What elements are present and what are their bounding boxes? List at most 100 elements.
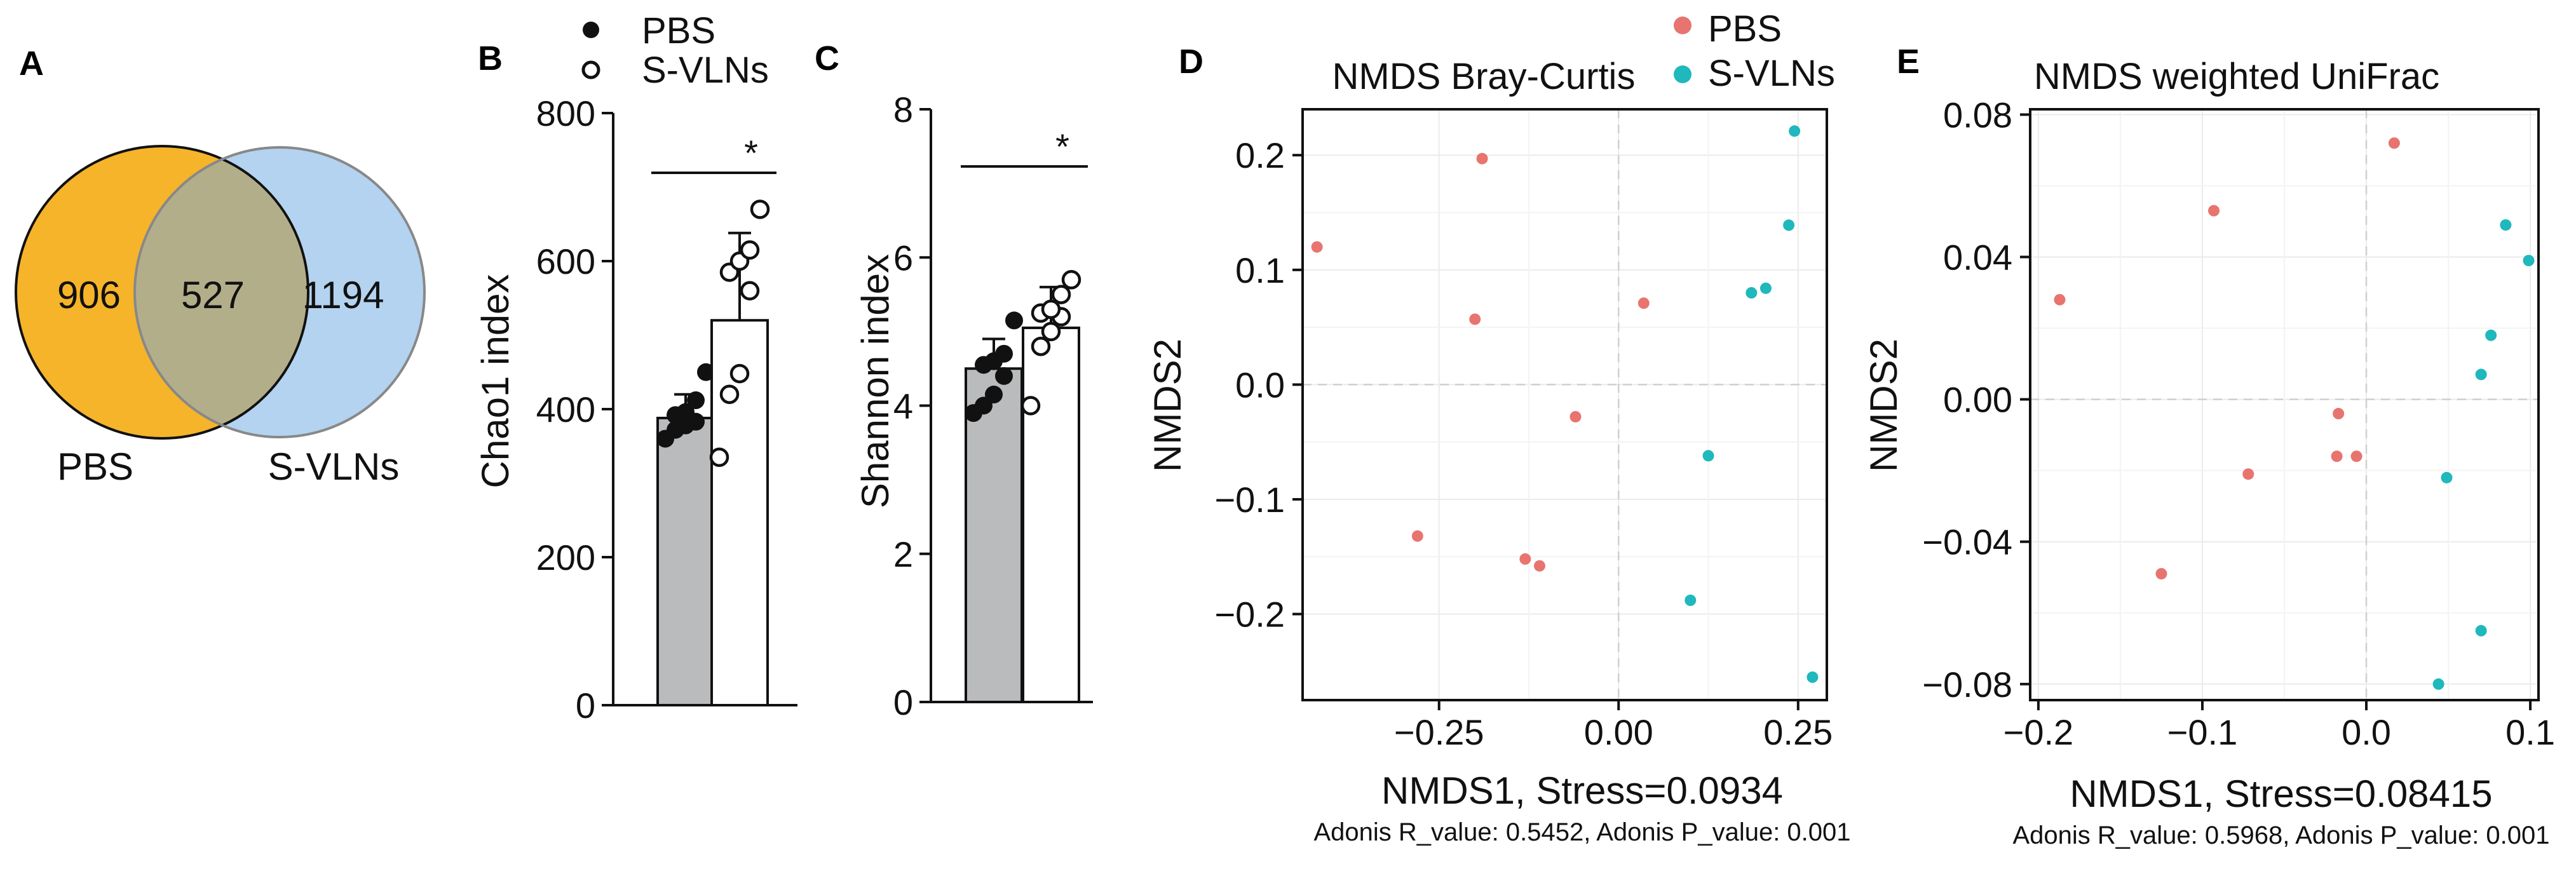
nmds-unifrac-adonis-note: Adonis R_value: 0.5968, Adonis P_value: … [2012,821,2549,849]
nmds-bray-point-svlns [1789,125,1801,137]
nmds-bray-ytick-label: 0.0 [1235,365,1285,405]
nmds-unifrac-ytick-label: 0.08 [1943,95,2012,135]
nmds-unifrac-ytick-label: −0.04 [1922,522,2012,562]
nmds-unifrac-point-pbs [2388,137,2400,149]
nmds-bray-xtick-label: 0.25 [1763,712,1833,752]
nmds-bray-point-svlns [1746,287,1758,299]
nmds-unifrac-point-pbs [2331,450,2343,463]
nmds-bray-point-svlns [1807,671,1819,683]
nmds-bray-curtis-plot: NMDS Bray-Curtis NMDS1, Stress=0.0934 NM… [1146,8,1851,846]
shannon-point-pbs [995,344,1013,363]
chao1-ytick-label: 600 [536,241,595,281]
nmds-unifrac-point-svlns [2475,368,2487,381]
nmds-bray-point-pbs [1411,530,1423,542]
nmds-bray-point-svlns [1783,219,1795,231]
chao1-bar-svlns [710,319,769,706]
venn-pbs-label: PBS [57,445,133,488]
chao1-significance-star: * [744,133,758,173]
chao1-bar-chart: Chao1 index 0 200 400 600 800 * [474,93,797,726]
legend-nmds-svlns-label: S-VLNs [1708,53,1835,94]
venn-diagram: 906 527 1194 PBS S-VLNs [15,145,426,488]
nmds-unifrac-point-pbs [2054,294,2066,306]
shannon-point-svlns [1031,336,1051,356]
panel-label-e: E [1897,43,1920,81]
legend-svlns-marker [581,60,600,79]
venn-svlns-outline [133,146,426,438]
shannon-bar-chart: Shannon index 0 2 4 6 8 * [854,90,1093,722]
shannon-point-svlns [1051,285,1071,304]
nmds-bray-point-pbs [1519,553,1531,565]
nmds-bray-point-pbs [1533,560,1545,572]
nmds-bray-xtick-label: −0.25 [1394,712,1484,752]
legend-pbs-label: PBS [642,10,715,51]
shannon-point-pbs [985,386,1003,404]
nmds-unifrac-point-svlns [2523,255,2535,267]
nmds-bray-adonis-note: Adonis R_value: 0.5452, Adonis P_value: … [1313,818,1850,846]
nmds-unifrac-title: NMDS weighted UniFrac [2034,56,2439,97]
chao1-bar-pbs [656,416,715,706]
legend-nmds-pbs-marker [1674,17,1691,34]
nmds-bray-point-pbs [1476,152,1488,165]
nmds-bray-point-pbs [1311,241,1323,253]
nmds-unifrac-xtick-label: −0.1 [2167,712,2238,752]
shannon-point-svlns [1061,269,1081,290]
nmds-bray-panel-border [1301,108,1828,701]
nmds-bray-point-pbs [1469,313,1481,325]
nmds-unifrac-point-pbs [2350,450,2362,463]
chao1-point-pbs [677,403,695,421]
venn-overlap-region [135,159,308,426]
shannon-bar-svlns [1022,327,1080,703]
shannon-point-svlns [1041,299,1061,320]
chao1-ytick-label: 800 [536,93,595,133]
legend-nmds-pbs-label: PBS [1708,8,1782,50]
nmds-bray-ylabel: NMDS2 [1146,339,1189,472]
shannon-point-svlns [1020,396,1041,415]
panel-label-a: A [19,44,44,83]
chao1-point-svlns [729,363,750,384]
chao1-point-pbs [687,391,705,410]
nmds-bray-title: NMDS Bray-Curtis [1332,56,1636,97]
chao1-ytick-label: 0 [576,685,595,726]
nmds-unifrac-ytick-label: −0.08 [1922,665,2012,705]
nmds-unifrac-ylabel: NMDS2 [1862,339,1905,472]
chao1-point-svlns [719,384,740,404]
shannon-ytick-label: 6 [893,238,913,278]
nmds-bray-ytick-label: 0.2 [1235,135,1285,175]
nmds-unifrac-ytick-label: 0.00 [1943,380,2012,420]
nmds-bray-ytick-label: −0.2 [1214,595,1285,635]
panel-label-c: C [815,39,839,78]
nmds-unifrac-point-pbs [2208,205,2220,217]
legend-nmds-svlns-marker [1674,65,1691,83]
shannon-point-pbs [995,367,1013,385]
nmds-unifrac-point-svlns [2432,678,2444,690]
chao1-point-svlns [740,281,760,300]
nmds-bray-xlabel: NMDS1, Stress=0.0934 [1381,769,1783,812]
nmds-bray-point-svlns [1759,282,1772,294]
nmds-unifrac-point-svlns [2500,219,2512,231]
nmds-bray-point-svlns [1702,450,1714,462]
shannon-ytick-label: 0 [893,682,913,722]
shannon-point-pbs [1005,311,1023,330]
chao1-point-svlns [750,199,770,219]
chao1-point-svlns [709,447,729,467]
venn-svlns-label: S-VLNs [268,445,400,488]
nmds-unifrac-ytick-label: 0.04 [1943,238,2012,278]
legend-svlns-label: S-VLNs [642,50,769,91]
shannon-ylabel: Shannon index [854,254,897,508]
nmds-bray-point-svlns [1685,594,1697,606]
panel-label-b: B [478,39,503,78]
nmds-bray-ytick-label: 0.1 [1235,250,1285,290]
shannon-ytick-label: 8 [893,90,913,130]
nmds-unifrac-panel-border [2029,108,2540,701]
nmds-unifrac-point-pbs [2333,408,2345,420]
nmds-bray-point-pbs [1569,410,1582,422]
nmds-unifrac-point-pbs [2242,468,2254,480]
nmds-bray-xtick-label: 0.00 [1584,712,1653,752]
venn-pbs-outline [15,145,309,440]
nmds-unifrac-plot: NMDS weighted UniFrac NMDS1, Stress=0.08… [1862,56,2555,849]
bar-legend: PBS S-VLNs [581,10,769,91]
legend-pbs-marker [583,22,599,38]
nmds-unifrac-xtick-label: −0.2 [2003,712,2074,752]
nmds-unifrac-point-svlns [2485,329,2497,341]
shannon-point-svlns [1041,321,1061,342]
